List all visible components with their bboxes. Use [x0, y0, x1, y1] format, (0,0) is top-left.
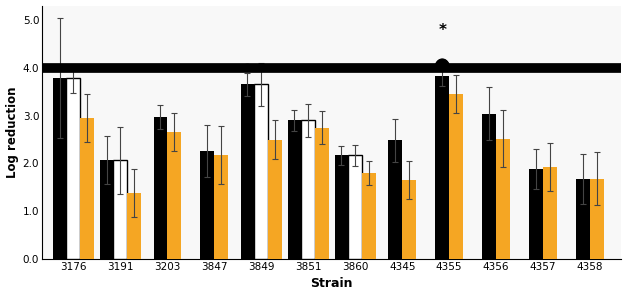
Bar	[543, 167, 557, 259]
Bar	[255, 84, 268, 259]
Bar	[349, 155, 362, 259]
Bar	[576, 179, 590, 259]
X-axis label: Strain: Strain	[310, 277, 353, 290]
Bar	[388, 141, 402, 259]
Bar	[127, 193, 141, 259]
Polygon shape	[435, 59, 450, 68]
Bar	[529, 169, 543, 259]
Bar	[335, 155, 349, 259]
Bar	[268, 139, 282, 259]
Bar	[53, 78, 66, 259]
Bar	[496, 139, 510, 259]
Y-axis label: Log reduction: Log reduction	[6, 87, 19, 178]
Bar	[241, 84, 255, 259]
Bar	[113, 160, 127, 259]
Polygon shape	[243, 65, 252, 68]
Bar	[154, 117, 167, 259]
Bar	[80, 118, 94, 259]
Bar	[100, 160, 113, 259]
Bar	[315, 128, 329, 259]
Bar	[482, 114, 496, 259]
Bar	[435, 76, 449, 259]
Bar	[302, 120, 315, 259]
Bar	[214, 155, 228, 259]
Bar	[288, 120, 302, 259]
Bar	[449, 94, 463, 259]
Bar	[402, 180, 416, 259]
Bar	[201, 151, 214, 259]
Bar	[66, 78, 80, 259]
Text: *: *	[438, 23, 446, 38]
Bar	[167, 132, 181, 259]
Bar	[362, 173, 376, 259]
Bar	[590, 179, 604, 259]
